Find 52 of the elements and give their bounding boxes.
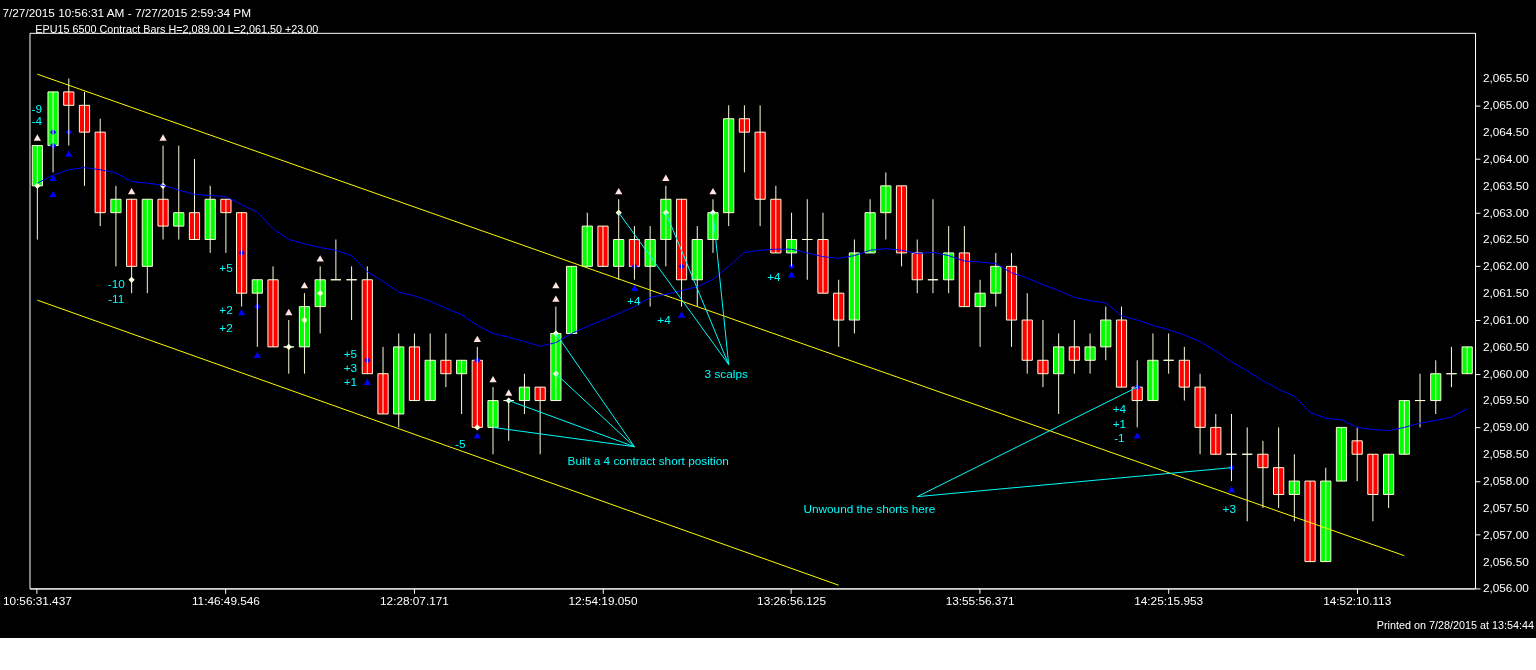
y-tick-label: 2,061.00: [1482, 312, 1530, 327]
y-tick-label: 2,059.50: [1482, 393, 1530, 408]
y-tick-label: 2,056.00: [1482, 581, 1530, 596]
y-tick-label: 2,060.50: [1482, 339, 1530, 354]
x-tick-label: 11:46:49.546: [191, 593, 261, 608]
y-tick-label: 2,062.50: [1482, 232, 1530, 247]
annotation: -5: [455, 437, 466, 452]
y-tick-label: 2,058.50: [1482, 447, 1530, 462]
annotation: -10: [107, 276, 126, 291]
annotation: -4: [31, 113, 43, 128]
annotation: -9: [31, 101, 42, 116]
y-tick-label: 2,065.00: [1482, 98, 1530, 113]
y-tick-label: 2,057.50: [1482, 500, 1530, 515]
y-tick-label: 2,060.00: [1482, 366, 1530, 381]
annotation: EPU15 6500 Contract Bars H=2,089.00 L=2,061.50 +23.00: [35, 23, 319, 36]
annotation: +3: [1222, 501, 1237, 516]
y-tick-label: 2,064.00: [1482, 151, 1530, 166]
y-tick-label: 2,063.50: [1482, 178, 1530, 193]
annotation: -1: [1114, 430, 1125, 445]
annotation: +5: [343, 347, 358, 362]
text: Printed on 7/28/2015 at 13:54:44: [1376, 618, 1535, 631]
y-tick-label: 2,059.00: [1482, 420, 1530, 435]
y-tick-label: 2,056.50: [1482, 554, 1530, 569]
y-tick-label: 2,064.50: [1482, 125, 1530, 140]
x-tick-label: 13:55:56.371: [945, 593, 1015, 608]
y-tick-label: 2,065.50: [1482, 71, 1530, 86]
annotation: +3: [343, 361, 358, 376]
annotation: +4: [627, 294, 641, 309]
annotation: +1: [1112, 417, 1127, 432]
annotation: +4: [1112, 401, 1127, 416]
annotation: 3 scalps: [704, 367, 748, 382]
x-tick-label: 12:54:19.050: [568, 593, 638, 608]
x-tick-label: 14:52:10.113: [1323, 593, 1392, 608]
annotation: -11: [108, 292, 125, 307]
y-tick-label: 2,057.00: [1482, 527, 1530, 542]
annotation: Built a 4 contract short position: [567, 453, 729, 468]
annotation: +1: [343, 374, 358, 389]
annotation: +5: [219, 261, 234, 276]
y-tick-label: 2,058.00: [1482, 474, 1530, 489]
x-tick-label: 14:25:15.953: [1134, 593, 1204, 608]
annotation: +4: [657, 313, 672, 328]
y-tick-label: 2,063.00: [1482, 205, 1530, 220]
x-tick-label: 12:28:07.171: [380, 593, 449, 608]
y-tick-label: 2,061.50: [1482, 286, 1530, 301]
x-tick-label: 10:56:31.437: [2, 593, 72, 608]
annotation: Unwound the shorts here: [803, 501, 936, 516]
x-tick-label: 13:26:56.125: [757, 593, 827, 608]
annotation: +2: [219, 303, 233, 318]
chart-title: 7/27/2015 10:56:31 AM - 7/27/2015 2:59:34 PM: [2, 6, 251, 21]
annotation: +4: [767, 269, 782, 284]
y-tick-label: 2,062.00: [1482, 259, 1530, 274]
annotation: +2: [219, 321, 233, 336]
